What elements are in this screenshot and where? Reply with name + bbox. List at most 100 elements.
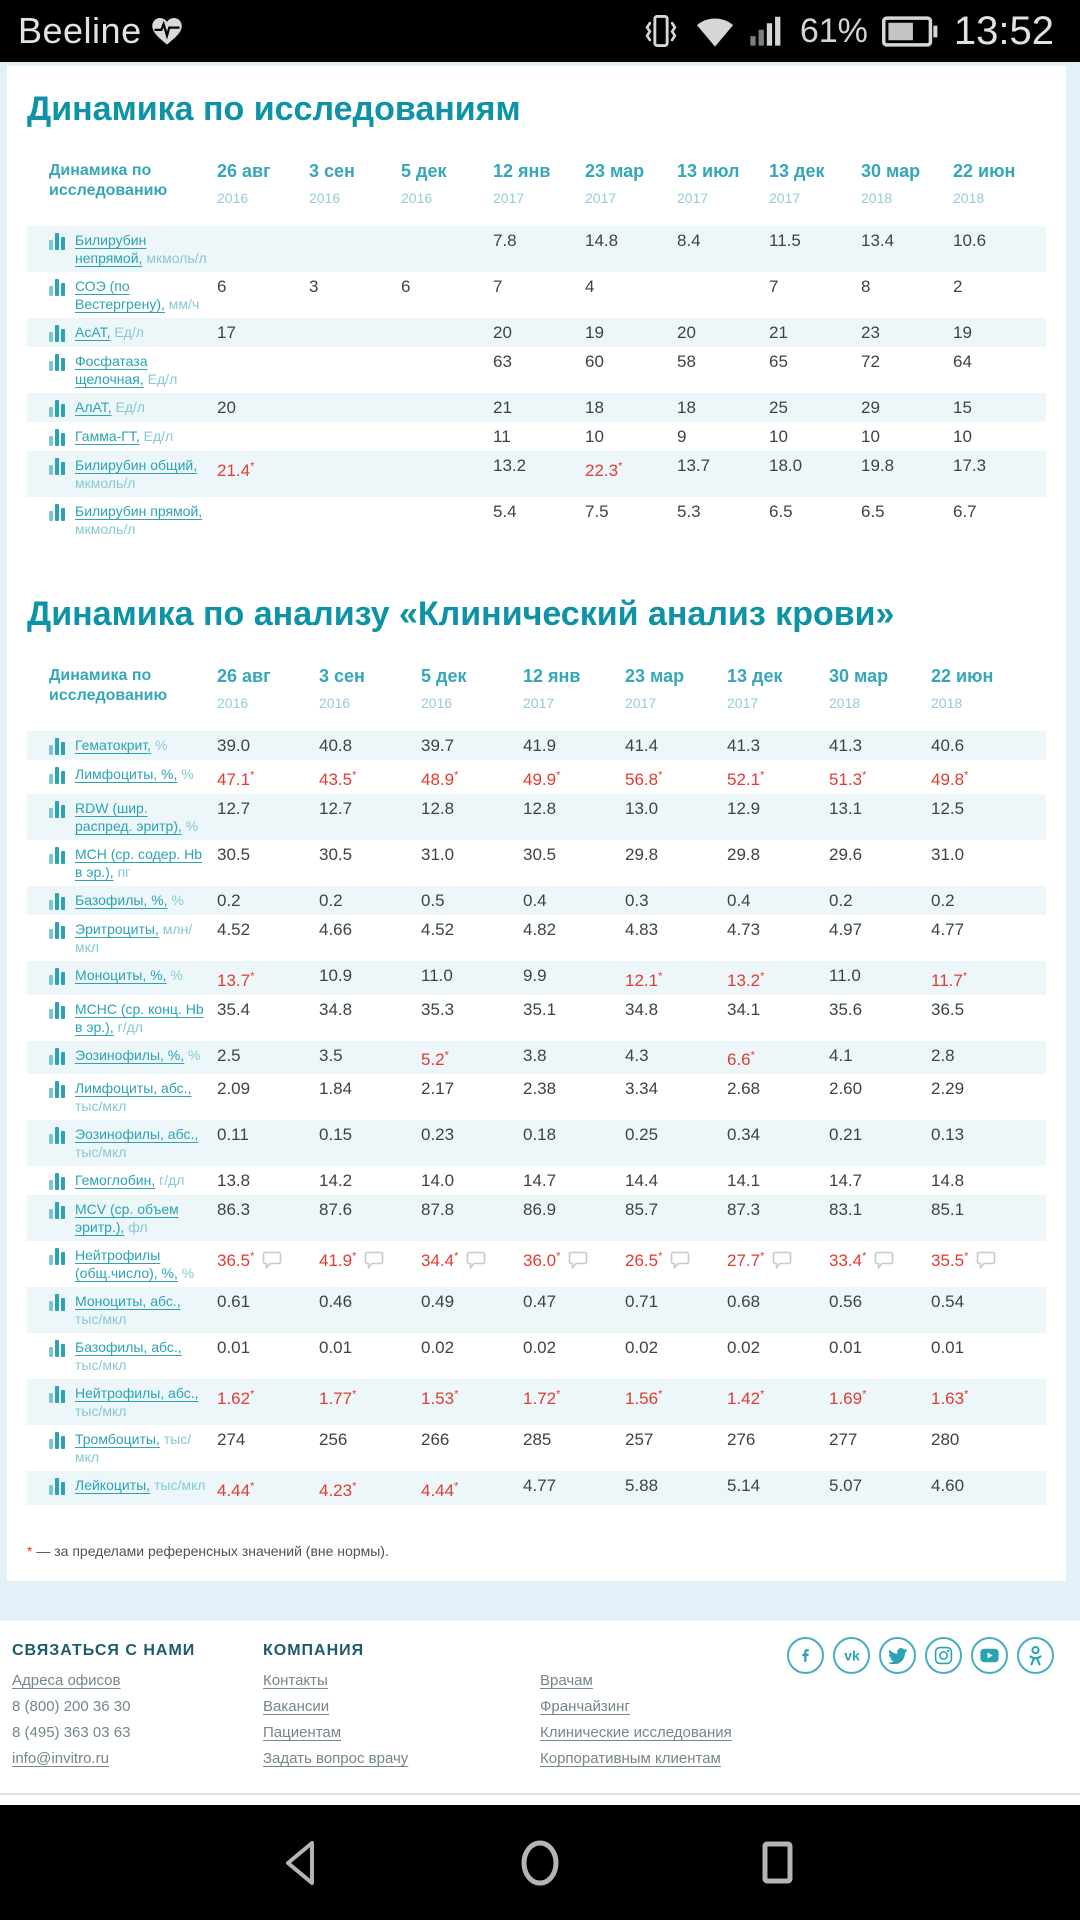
value-cell: 0.11 [217, 1125, 249, 1145]
table-row: Лимфоциты, абс., тыс/мкл 2.09 1.84 2.17 2.38… [27, 1074, 1046, 1120]
analyte-link[interactable]: Лимфоциты, %, [75, 766, 178, 783]
analyte-link[interactable]: Билирубин общий, [75, 457, 198, 474]
value-cell: 12.1* [625, 969, 663, 990]
footer-link[interactable]: Франчайзинг [540, 1698, 630, 1715]
value-cell: 0.23 [421, 1125, 455, 1145]
analyte-link[interactable]: Эритроциты, [75, 920, 159, 937]
analyte-link[interactable]: MCH (ср. содер. Hb в эр.), [75, 845, 203, 880]
value-cell: 19 [953, 323, 972, 343]
value-cell: 14.7 [829, 1171, 863, 1191]
table-row: Лейкоциты, тыс/мкл 4.44* 4.23* 4.44* 4.77 5.8… [27, 1471, 1046, 1505]
analyte-link[interactable]: Базофилы, абс., [75, 1339, 182, 1356]
analyte-link[interactable]: Эозинофилы, %, [75, 1046, 185, 1063]
value-cell: 40.8 [319, 736, 353, 756]
analyte-link[interactable]: Лейкоциты, [75, 1477, 151, 1494]
analyte-link[interactable]: Гамма-ГТ, [75, 428, 140, 445]
analyte-link[interactable]: Базофилы, %, [75, 891, 168, 908]
value-cell: 36.5 [931, 999, 965, 1019]
bar-chart-icon [49, 325, 67, 346]
footer-link[interactable]: Вакансии [263, 1698, 330, 1715]
analyte-link[interactable]: Нейтрофилы (общ.число), %, [75, 1247, 178, 1282]
odnoklassniki-icon[interactable] [1017, 1637, 1054, 1674]
comment-icon[interactable] [364, 1251, 384, 1273]
value-cell: 1.77* [319, 1388, 357, 1408]
analyte-link[interactable]: АсАТ, [75, 324, 111, 341]
footer-link[interactable]: Корпоративным клиентам [540, 1750, 721, 1767]
analyte-link[interactable]: Тромбоциты, [75, 1431, 160, 1448]
comment-icon[interactable] [568, 1251, 588, 1273]
value-cell [309, 398, 401, 399]
footer-link[interactable]: Пациентам [263, 1724, 342, 1741]
twitter-icon[interactable] [879, 1637, 916, 1674]
analyte-link[interactable]: Билирубин непрямой, [75, 232, 147, 267]
value-cell: 1.42* [727, 1388, 765, 1408]
youtube-icon[interactable] [971, 1637, 1008, 1674]
value-cell: 13.2* [727, 969, 765, 990]
footer-link[interactable]: Врачам [540, 1672, 593, 1689]
date-column-header: 22 июн 2018 [931, 666, 994, 712]
analyte-link[interactable]: Билирубин прямой, [75, 503, 203, 520]
analyte-link[interactable]: СОЭ (по Вестергрену), [75, 278, 165, 313]
value-cell: 0.2 [217, 890, 241, 910]
analyte-link[interactable]: АлАТ, [75, 399, 112, 416]
value-cell: 0.49 [421, 1292, 455, 1312]
table-row: Базофилы, %, % 0.2 0.2 0.5 0.4 0.3 0.4 0.2 0.2 [27, 885, 1046, 915]
analyte-link[interactable]: Лимфоциты, абс., [75, 1080, 192, 1097]
value-cell: 65 [769, 352, 788, 372]
footer-heading: СВЯЗАТЬСЯ С НАМИ [12, 1642, 196, 1659]
value-cell: 9.9 [523, 965, 547, 985]
comment-icon[interactable] [976, 1251, 996, 1273]
footer-link[interactable]: Задать вопрос врачу [263, 1750, 409, 1767]
analyte-label: СОЭ (по Вестергрену), мм/ч [27, 277, 217, 313]
bar-chart-icon [49, 1127, 67, 1148]
vk-icon[interactable]: vk [833, 1637, 870, 1674]
value-cell: 10 [769, 427, 788, 447]
comment-icon[interactable] [772, 1251, 792, 1273]
analyte-link[interactable]: RDW (шир. распред. эритр), [75, 799, 182, 834]
footer-link[interactable]: Контакты [263, 1672, 328, 1689]
analyte-unit: мкмоль/л [75, 521, 136, 538]
comment-icon[interactable] [466, 1251, 486, 1273]
analyte-unit: Ед/л [111, 399, 146, 416]
value-cell: 72 [861, 352, 880, 372]
recents-icon[interactable] [752, 1837, 804, 1889]
table-row: Билирубин прямой, мкмоль/л 5.4 7.5 5.3 6.5 6.… [27, 497, 1046, 543]
table-row: MCHC (ср. конц. Hb в эр.), г/дл 35.4 34.8 3… [27, 995, 1046, 1041]
analyte-link[interactable]: Фосфатаза щелочная, [75, 353, 148, 388]
analyte-link[interactable]: Гемоглобин, [75, 1172, 156, 1189]
analyte-link[interactable]: Моноциты, абс., [75, 1293, 181, 1310]
analyte-link[interactable]: MCHC (ср. конц. Hb в эр.), [75, 1000, 204, 1035]
footer-link[interactable]: Адреса офисов [12, 1672, 121, 1689]
value-cell: 14.8 [931, 1171, 965, 1191]
back-icon[interactable] [276, 1837, 328, 1889]
table-row: Эозинофилы, абс., тыс/мкл 0.11 0.15 0.23 0.1… [27, 1120, 1046, 1167]
value-cell: 0.4 [727, 890, 751, 910]
analyte-link[interactable]: Моноциты, %, [75, 966, 167, 983]
value-cell: 4.1 [829, 1045, 853, 1065]
analyte-link[interactable]: Нейтрофилы, абс., [75, 1385, 199, 1402]
value-cell: 1.56* [625, 1388, 663, 1408]
value-cell: 257 [625, 1430, 654, 1450]
comment-icon[interactable] [262, 1251, 282, 1273]
footer-link[interactable]: Клинические исследования [540, 1724, 732, 1741]
footer-text: 8 (495) 363 03 63 [12, 1724, 131, 1741]
analyte-link[interactable]: Гематокрит, [75, 737, 152, 754]
facebook-icon[interactable] [787, 1637, 824, 1674]
value-cell [217, 352, 309, 353]
comment-icon[interactable] [670, 1251, 690, 1273]
value-cell: 41.3 [727, 736, 761, 756]
value-cell: 5.4 [493, 502, 517, 522]
comment-icon[interactable] [874, 1251, 894, 1273]
analyte-unit: % [184, 1046, 201, 1063]
bar-chart-icon [49, 892, 67, 914]
analyte-link[interactable]: Эозинофилы, абс., [75, 1126, 199, 1143]
value-cell: 30.5 [319, 844, 353, 864]
instagram-icon[interactable] [925, 1637, 962, 1674]
value-cell: 4.23* [319, 1480, 357, 1500]
footer-link[interactable]: info@invitro.ru [12, 1750, 109, 1767]
value-cell: 11 [493, 427, 511, 447]
home-icon[interactable] [514, 1837, 566, 1889]
value-cell [401, 231, 493, 232]
table-corner-label: Динамика по исследованию [49, 667, 168, 705]
analyte-link[interactable]: MCV (ср. объем эритр.), [75, 1201, 179, 1236]
